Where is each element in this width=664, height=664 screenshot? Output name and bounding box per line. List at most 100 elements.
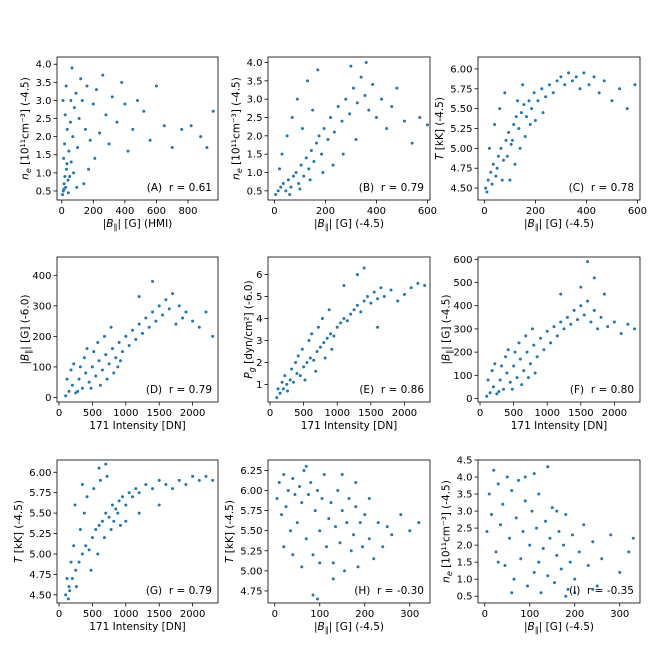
data-point xyxy=(291,553,295,557)
data-point xyxy=(555,79,559,83)
data-point xyxy=(90,536,94,540)
data-point xyxy=(130,495,134,499)
data-point xyxy=(307,493,310,497)
data-point xyxy=(142,109,146,113)
data-point xyxy=(311,593,315,597)
x-tick-label: 500 xyxy=(504,408,523,419)
y-tick-label: 5.75 xyxy=(29,488,51,499)
data-point xyxy=(492,468,496,472)
data-point xyxy=(633,83,637,87)
data-point xyxy=(367,108,371,112)
data-point xyxy=(612,320,616,324)
data-point xyxy=(97,466,101,470)
data-point xyxy=(347,497,351,501)
y-tick-label: 3.0 xyxy=(247,95,263,106)
y-tick-label: 1.5 xyxy=(457,558,473,569)
data-point xyxy=(512,364,516,368)
data-point xyxy=(348,112,352,116)
data-point xyxy=(618,87,622,91)
data-point xyxy=(189,124,193,128)
data-point xyxy=(355,303,359,307)
data-point xyxy=(332,334,336,338)
data-point xyxy=(278,391,282,395)
data-point xyxy=(118,523,122,527)
data-point xyxy=(307,338,311,342)
data-point xyxy=(487,492,491,496)
y-tick-label: 100 xyxy=(32,362,51,373)
data-point xyxy=(177,478,181,482)
data-point xyxy=(503,564,507,568)
data-point xyxy=(127,491,131,495)
panel-a: 0 200 400 600 800 0.5 1.0 1.5 2.0 2.5 3.0 3.5 4.0 |B∥… xyxy=(19,56,219,232)
data-point xyxy=(625,107,629,111)
data-point xyxy=(311,108,315,112)
data-point xyxy=(532,343,536,347)
axes-frame xyxy=(267,56,431,201)
data-point xyxy=(365,295,369,299)
x-axis-label: 171 Intensity [DN] xyxy=(511,420,608,432)
data-point xyxy=(291,476,295,480)
data-point xyxy=(288,378,292,382)
y-tick-label: 3.0 xyxy=(457,507,473,518)
panel-annotation: (A) r = 0.61 xyxy=(147,182,212,194)
data-point xyxy=(532,91,536,95)
data-point xyxy=(530,509,534,513)
data-point xyxy=(508,536,511,540)
x-tick-label: 0 xyxy=(272,609,278,620)
data-point xyxy=(363,94,367,97)
data-point xyxy=(501,502,505,506)
data-point xyxy=(485,190,489,194)
data-point xyxy=(87,167,91,171)
y-tick-label: 600 xyxy=(453,255,472,266)
data-point xyxy=(562,327,566,331)
data-point xyxy=(277,167,281,171)
data-point xyxy=(327,517,331,521)
scatter-points xyxy=(61,66,215,197)
data-point xyxy=(535,526,538,530)
data-point xyxy=(514,115,518,119)
data-point xyxy=(68,120,72,124)
data-point xyxy=(92,487,96,491)
data-point xyxy=(380,97,384,101)
scatter-points xyxy=(64,279,215,398)
data-point xyxy=(171,292,175,296)
data-point xyxy=(602,292,606,296)
data-point xyxy=(597,91,601,95)
data-point xyxy=(540,87,544,91)
data-point xyxy=(363,513,367,517)
panel-e: 0 500 1000 1500 2000 1 2 3 4 5 6 171 Intensity [DN]… xyxy=(243,256,431,432)
data-point xyxy=(496,560,500,564)
axes-frame xyxy=(477,459,641,604)
data-point xyxy=(544,95,548,99)
data-point xyxy=(104,353,108,357)
data-point xyxy=(66,191,70,195)
data-point xyxy=(87,380,91,384)
data-point xyxy=(304,537,308,541)
y-axis-label: T [kK] (-4.5) xyxy=(434,97,446,160)
data-point xyxy=(80,483,84,487)
data-point xyxy=(562,543,565,547)
data-point xyxy=(275,396,279,400)
data-point xyxy=(367,497,371,501)
x-tick-label: 500 xyxy=(294,408,313,419)
data-point xyxy=(530,107,534,111)
axes-frame xyxy=(267,256,431,403)
data-point xyxy=(510,591,514,595)
y-tick-label: 3.5 xyxy=(36,78,52,89)
y-tick-label: 2.0 xyxy=(457,541,473,552)
data-point xyxy=(98,478,102,482)
data-point xyxy=(167,307,171,311)
data-point xyxy=(304,464,308,468)
data-point xyxy=(205,146,209,150)
y-tick-label: 4.75 xyxy=(450,164,472,175)
data-point xyxy=(521,530,525,533)
data-point xyxy=(306,79,310,83)
data-point xyxy=(528,123,532,127)
data-point xyxy=(589,320,593,324)
data-point xyxy=(279,185,283,189)
data-point xyxy=(316,489,319,493)
data-point xyxy=(318,561,322,565)
data-point xyxy=(144,483,148,487)
x-tick-label: 600 xyxy=(418,206,437,217)
data-point xyxy=(61,98,65,102)
